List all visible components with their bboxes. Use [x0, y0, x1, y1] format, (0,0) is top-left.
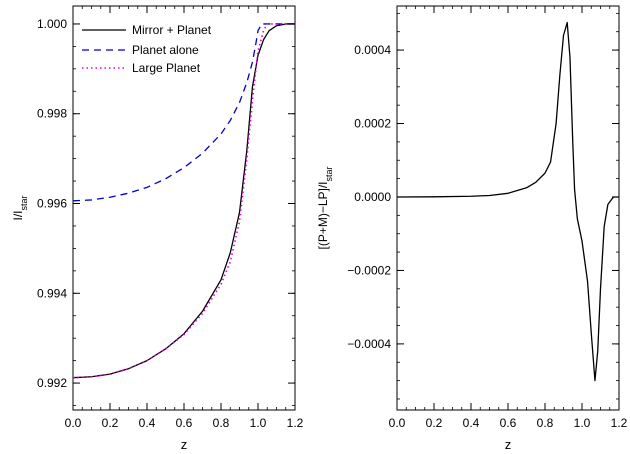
left-x-tick-label: 0.4: [139, 416, 156, 430]
right-y-tick-label: 0.0002: [354, 117, 391, 131]
left-y-ticks: 0.992 0.994 0.996 0.998 1.000: [37, 17, 295, 406]
left-x-ticks: 0.0 0.2 0.4 0.6 0.8 1.0 1.2: [65, 6, 304, 430]
right-x-axis-label: z: [505, 437, 512, 452]
right-y-tick-label: −0.0002: [347, 263, 391, 277]
legend-label-mirror-planet: Mirror + Planet: [132, 23, 212, 37]
right-x-tick-label: 0.8: [537, 416, 554, 430]
left-x-tick-label: 0.0: [65, 416, 82, 430]
right-x-tick-label: 1.0: [574, 416, 591, 430]
right-x-tick-label: 0.6: [500, 416, 517, 430]
left-x-axis-label: z: [181, 437, 188, 452]
left-y-tick-label: 0.996: [37, 197, 67, 211]
right-y-tick-label: 0.0004: [354, 43, 391, 57]
legend-label-large-planet: Large Planet: [132, 61, 201, 75]
left-curves: [72, 23, 295, 379]
right-x-tick-label: 1.2: [611, 416, 628, 430]
left-x-tick-label: 0.6: [176, 416, 193, 430]
right-x-tick-label: 0.0: [389, 416, 406, 430]
left-y-axis-label: I/Istar: [11, 195, 29, 220]
left-y-tick-label: 1.000: [37, 17, 67, 31]
left-series-line-2: [72, 23, 295, 379]
left-series-line-1: [72, 23, 295, 202]
right-panel: 0.0 0.2 0.4 0.6 0.8 1.0 1.2 0.0004 0.0002 0.0000…: [316, 5, 628, 452]
legend: Mirror + Planet Planet alone Large Plane…: [82, 23, 212, 75]
right-x-ticks: 0.0 0.2 0.4 0.6 0.8 1.0 1.2: [389, 6, 628, 430]
right-plot-frame: [396, 5, 620, 411]
left-y-tick-label: 0.992: [37, 376, 67, 390]
right-x-tick-label: 0.2: [426, 416, 443, 430]
left-x-tick-label: 1.2: [287, 416, 304, 430]
left-series-line-0: [72, 23, 295, 379]
right-y-axis-label: [(P+M)−LP]/Istar: [316, 166, 334, 249]
left-y-tick-label: 0.994: [37, 286, 67, 300]
left-panel: 0.0 0.2 0.4 0.6 0.8 1.0 1.2 0.9920.9940.9960.9…: [11, 5, 304, 452]
right-y-ticks: 0.0004 0.0002 0.0000 −0.0002 −0.0004: [347, 12, 619, 400]
left-x-tick-label: 1.0: [250, 416, 267, 430]
right-y-tick-label: 0.0000: [354, 190, 391, 204]
right-x-tick-label: 0.4: [463, 416, 480, 430]
left-y-tick-label: 0.998: [37, 107, 67, 121]
left-x-tick-label: 0.2: [102, 416, 119, 430]
right-curves: [396, 21, 619, 382]
right-series-line-0: [396, 21, 619, 382]
left-x-tick-label: 0.8: [213, 416, 230, 430]
right-y-tick-label: −0.0004: [347, 337, 391, 351]
legend-label-planet-alone: Planet alone: [132, 43, 199, 57]
